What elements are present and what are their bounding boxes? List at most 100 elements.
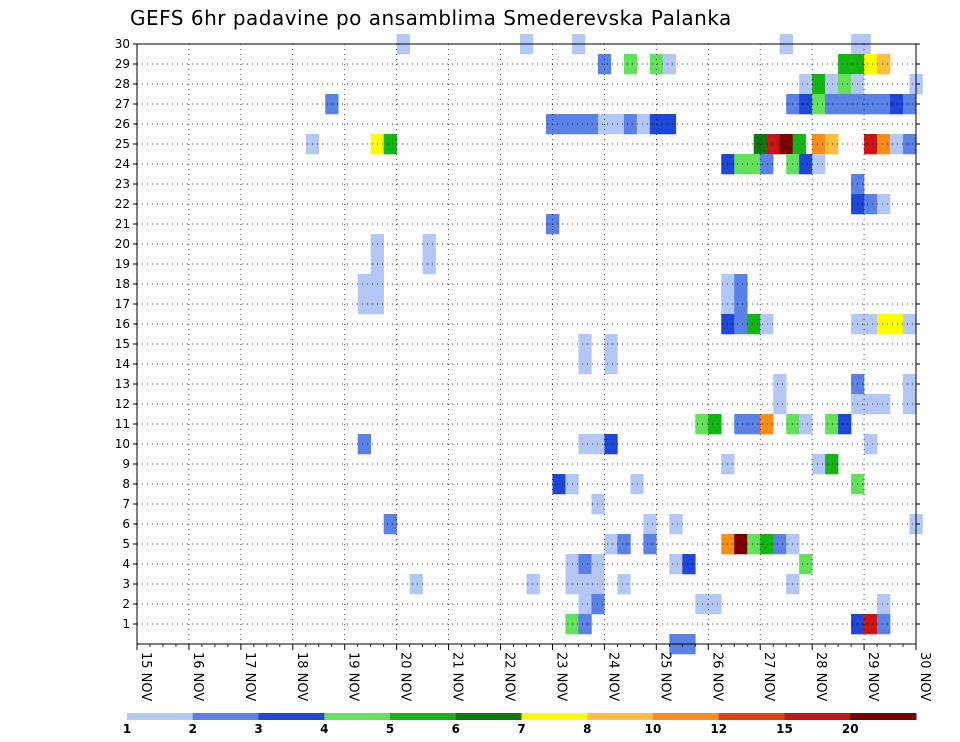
- y-tick-label: 16: [115, 317, 130, 331]
- precip-cell: [552, 474, 566, 495]
- precip-cell: [903, 374, 917, 395]
- colorbar-label: 1: [123, 722, 131, 736]
- precip-cell: [864, 94, 878, 115]
- precip-cell: [734, 534, 748, 555]
- precip-cell: [357, 294, 371, 315]
- precip-cell: [578, 574, 592, 595]
- precip-cell: [734, 414, 748, 435]
- precip-cell: [838, 94, 852, 115]
- precip-cell: [708, 414, 722, 435]
- precip-cell: [766, 134, 780, 155]
- colorbar-label: 5: [386, 722, 394, 736]
- y-axis: 1234567891011121314151617181920212223242…: [115, 37, 920, 631]
- precip-cell: [903, 394, 917, 415]
- colorbar-swatch: [850, 713, 917, 720]
- precip-cell: [662, 54, 677, 75]
- precip-cell: [604, 534, 618, 555]
- y-tick-label: 30: [115, 37, 130, 51]
- precip-cell: [383, 134, 397, 155]
- colorbar-label: 2: [189, 722, 197, 736]
- colorbar-label: 12: [710, 722, 727, 736]
- precip-cell: [799, 94, 813, 115]
- precip-cell: [578, 554, 592, 575]
- precip-cell: [695, 414, 709, 435]
- precip-cell: [799, 414, 813, 435]
- y-tick-label: 23: [115, 177, 130, 191]
- precip-cell: [734, 314, 748, 335]
- x-tick-label: 25 NOV: [657, 652, 672, 701]
- precip-cell: [357, 274, 371, 295]
- precip-cell: [578, 434, 592, 455]
- precip-cell: [409, 574, 423, 595]
- precip-cell: [669, 514, 683, 535]
- colorbar-swatch: [784, 713, 851, 720]
- precip-cell: [825, 74, 839, 95]
- colorbar-label: 7: [517, 722, 525, 736]
- precip-cell: [695, 594, 709, 615]
- precip-cell: [604, 334, 618, 355]
- precip-cell: [799, 554, 813, 575]
- precip-cell: [825, 94, 839, 115]
- precip-cell: [773, 374, 787, 395]
- y-tick-label: 19: [115, 257, 130, 271]
- y-tick-label: 11: [115, 417, 130, 431]
- precip-cell: [760, 534, 774, 555]
- precip-cell: [747, 534, 761, 555]
- precip-cell: [617, 534, 631, 555]
- precip-cell: [773, 534, 787, 555]
- precip-cell: [773, 394, 787, 415]
- precip-cell: [422, 254, 436, 275]
- y-tick-label: 15: [115, 337, 130, 351]
- precip-cell: [877, 314, 891, 335]
- x-tick-label: 28 NOV: [813, 652, 828, 701]
- y-tick-label: 24: [115, 157, 130, 171]
- y-tick-label: 10: [115, 437, 130, 451]
- precip-cell: [623, 54, 638, 75]
- x-tick-label: 24 NOV: [605, 652, 620, 701]
- y-tick-label: 29: [115, 57, 130, 71]
- x-tick-label: 22 NOV: [502, 652, 517, 701]
- y-tick-label: 2: [122, 597, 130, 611]
- precip-cell: [890, 134, 904, 155]
- precip-cell: [357, 434, 371, 455]
- colorbar-swatch: [192, 713, 259, 720]
- precip-cell: [864, 194, 878, 215]
- y-tick-label: 7: [122, 497, 130, 511]
- colorbar-swatch: [390, 713, 457, 720]
- precip-cell: [799, 154, 813, 175]
- precip-cell: [617, 574, 631, 595]
- y-tick-label: 26: [115, 117, 130, 131]
- precip-cell: [877, 394, 891, 415]
- precip-cell: [779, 134, 793, 155]
- x-tick-label: 23 NOV: [553, 652, 568, 701]
- y-tick-label: 4: [122, 557, 130, 571]
- y-tick-label: 22: [115, 197, 130, 211]
- colorbar-label: 10: [645, 722, 662, 736]
- precip-cell: [584, 114, 599, 135]
- precip-cell: [864, 434, 878, 455]
- precip-cell: [799, 74, 813, 95]
- precip-cell: [708, 594, 722, 615]
- precip-cell: [812, 94, 826, 115]
- precip-cell: [838, 54, 852, 75]
- precip-cell: [877, 614, 891, 635]
- precip-cell: [812, 134, 826, 155]
- x-tick-label: 20 NOV: [398, 652, 413, 701]
- colorbar-label: 6: [452, 722, 460, 736]
- precip-cell: [825, 414, 839, 435]
- data-cells: [305, 34, 923, 655]
- precip-cell: [792, 134, 806, 155]
- precip-cell: [636, 114, 651, 135]
- precip-cell: [864, 134, 878, 155]
- precip-cell: [526, 574, 540, 595]
- x-tick-label: 19 NOV: [346, 652, 361, 701]
- colorbar-label: 3: [254, 722, 262, 736]
- y-tick-label: 25: [115, 137, 130, 151]
- precip-cell: [825, 134, 839, 155]
- precip-cell: [662, 114, 677, 135]
- precip-cell: [578, 614, 592, 635]
- precip-cell: [838, 414, 852, 435]
- precip-cell: [591, 594, 605, 615]
- precip-cell: [903, 94, 917, 115]
